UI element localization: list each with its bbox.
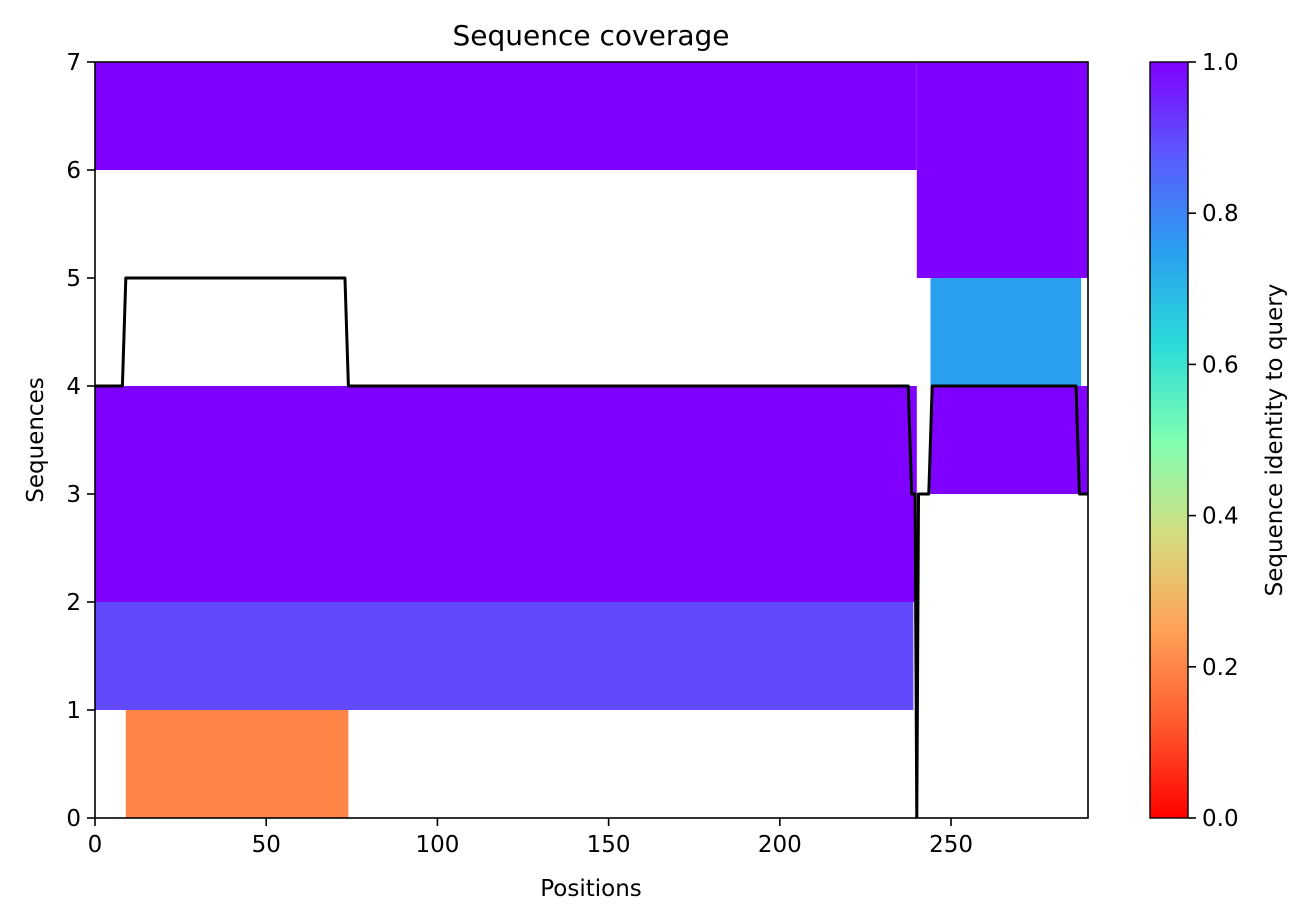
- y-tick-label: 6: [66, 158, 81, 184]
- x-tick-label: 200: [758, 832, 802, 858]
- colorbar-tick-label: 0.2: [1202, 655, 1239, 681]
- colorbar-tick-label: 0.8: [1202, 201, 1239, 227]
- y-tick-label: 3: [66, 482, 81, 508]
- alignment-block: [95, 602, 914, 710]
- x-tick-label: 0: [88, 832, 103, 858]
- x-tick-label: 100: [415, 832, 459, 858]
- x-tick-label: 150: [587, 832, 631, 858]
- y-tick-label: 7: [66, 50, 81, 76]
- y-tick-label: 0: [66, 806, 81, 832]
- alignment-block: [930, 278, 1082, 386]
- alignment-block: [95, 494, 917, 602]
- alignment-block: [95, 386, 917, 494]
- colorbar-ticks: 0.0 0.2 0.4 0.6 0.8 1.0: [1188, 50, 1239, 832]
- alignment-block: [930, 386, 1088, 494]
- alignment-block: [125, 710, 349, 818]
- x-tick-label: 250: [929, 832, 973, 858]
- colorbar-tick-label: 0.6: [1202, 352, 1239, 378]
- y-axis-label: Sequences: [23, 377, 49, 502]
- colorbar-tick-label: 0.0: [1202, 806, 1239, 832]
- colorbar-label: Sequence identity to query: [1262, 284, 1288, 597]
- y-tick-label: 1: [66, 698, 81, 724]
- x-axis-label: Positions: [540, 876, 642, 902]
- alignment-block: [916, 62, 1088, 170]
- x-axis-ticks: 0 50 100 150 200 250: [88, 818, 973, 858]
- plot-frame: [94, 61, 1089, 819]
- alignment-block: [916, 170, 1088, 278]
- coverage-line-group: [95, 276, 1088, 818]
- y-tick-label: 5: [66, 266, 81, 292]
- y-axis-ticks: 0 1 2 3 4 5 6 7: [66, 50, 95, 832]
- chart-title: Sequence coverage: [452, 19, 729, 52]
- coverage-line: [95, 276, 1088, 818]
- y-tick-label: 2: [66, 590, 81, 616]
- colorbar: [1149, 61, 1189, 819]
- alignment-block: [95, 62, 917, 170]
- y-tick-label: 4: [66, 374, 81, 400]
- alignment-blocks: [95, 62, 1088, 818]
- colorbar-tick-label: 1.0: [1202, 50, 1239, 76]
- x-tick-label: 50: [252, 832, 281, 858]
- colorbar-tick-label: 0.4: [1202, 504, 1239, 530]
